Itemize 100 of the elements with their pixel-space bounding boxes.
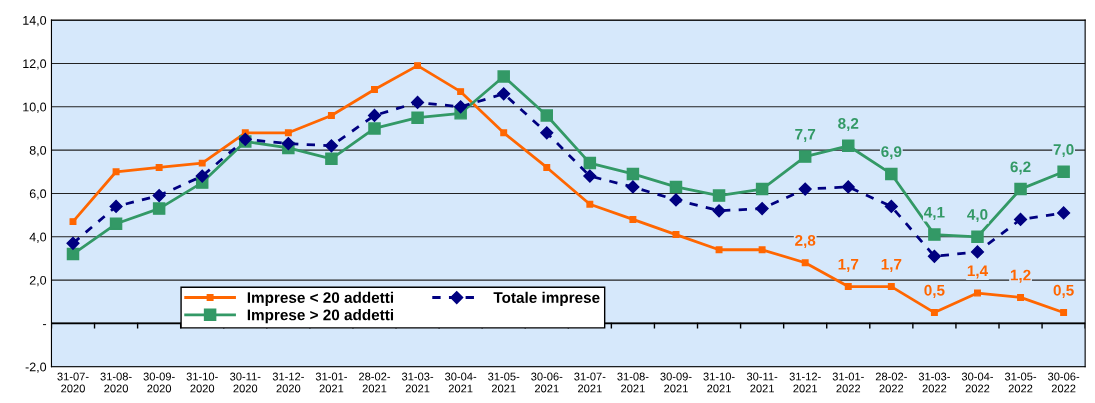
point	[497, 70, 510, 83]
x-tick-label: 28-02- 2021	[358, 372, 391, 393]
point	[629, 215, 637, 223]
point	[583, 156, 597, 170]
point	[844, 283, 852, 291]
x-tick-label: 30-04- 2022	[961, 372, 994, 393]
data-label: 6,9	[881, 146, 902, 160]
x-tick-label: 31-07- 2020	[57, 372, 89, 393]
x-tick-label: 31-05- 2022	[1004, 372, 1037, 393]
x-tick-label: 31-08- 2021	[617, 372, 649, 393]
x-tick-label: 31-03- 2022	[918, 372, 950, 393]
x-tick-label: 30-04- 2021	[445, 372, 477, 393]
x-tick-label: 31-08- 2020	[100, 372, 132, 393]
point	[801, 259, 809, 267]
y-tick-label: 2,0	[29, 275, 47, 287]
legend-label: Imprese < 20 addetti	[247, 291, 394, 307]
point	[411, 111, 424, 124]
point	[109, 199, 123, 214]
point	[152, 189, 166, 203]
point	[281, 137, 295, 151]
data-label: 1,2	[1010, 269, 1031, 283]
y-tick-label: 10,0	[23, 102, 47, 113]
point	[540, 109, 554, 122]
point	[371, 85, 378, 93]
x-tick-label: 31-12- 2020	[272, 372, 304, 393]
x-tick-label: 30-09- 2021	[660, 372, 692, 393]
data-label: 7,7	[795, 129, 816, 142]
point	[152, 202, 166, 215]
point	[712, 189, 726, 202]
point	[970, 245, 985, 259]
point	[887, 283, 895, 291]
point	[1013, 212, 1028, 227]
x-tick-label: 31-01- 2021	[315, 372, 347, 393]
point	[884, 199, 898, 214]
point	[284, 129, 292, 137]
data-label: 2,8	[795, 235, 816, 249]
data-label: 4,0	[967, 209, 988, 223]
point	[755, 182, 769, 196]
point	[500, 129, 508, 137]
point	[195, 169, 209, 183]
point	[410, 95, 425, 110]
point	[930, 309, 938, 317]
point	[626, 180, 640, 194]
y-tick-label: 6,0	[29, 189, 47, 200]
point	[626, 167, 640, 181]
data-label: 6,2	[1010, 161, 1031, 175]
y-tick-label: -2,0	[25, 362, 47, 373]
point	[543, 163, 551, 171]
x-tick-label: 30-11- 2021	[746, 372, 778, 393]
point	[414, 62, 422, 70]
x-tick-label: 31-12- 2021	[789, 372, 821, 393]
point	[927, 249, 941, 263]
point	[367, 108, 382, 123]
point	[928, 228, 941, 241]
point	[758, 246, 766, 254]
point	[109, 217, 123, 231]
x-tick-label: 31-05- 2021	[488, 372, 520, 393]
point	[324, 139, 339, 153]
data-label: 7,0	[1053, 144, 1074, 158]
x-tick-label: 31-01- 2022	[832, 372, 864, 393]
point	[454, 100, 468, 114]
point	[66, 247, 80, 261]
point	[798, 182, 812, 196]
data-label: 0,5	[924, 284, 945, 298]
x-tick-label: 31-03- 2021	[401, 372, 434, 393]
point	[1014, 182, 1027, 196]
data-label: 1,7	[838, 259, 859, 272]
x-tick-label: 31-07- 2021	[574, 372, 606, 393]
point	[973, 289, 981, 297]
point	[368, 122, 381, 135]
point	[1060, 309, 1068, 317]
data-label: 4,1	[924, 207, 945, 220]
data-label: 1,7	[881, 259, 902, 272]
y-tick-label: 12,0	[23, 59, 47, 70]
point	[66, 236, 80, 250]
legend-label: Imprese > 20 addetti	[247, 309, 394, 324]
data-label: 8,2	[838, 118, 859, 132]
point	[715, 246, 723, 254]
x-tick-label: 31-10- 2020	[186, 372, 218, 393]
point	[798, 150, 812, 163]
x-tick-label: 30-06- 2021	[531, 372, 563, 393]
legend-label: Totale imprese	[493, 291, 600, 307]
point	[540, 126, 554, 140]
point	[672, 231, 680, 239]
x-tick-label: 30-09- 2020	[143, 372, 175, 393]
point	[842, 139, 855, 153]
point	[669, 180, 683, 194]
y-tick-label: 4,0	[29, 232, 47, 243]
data-label: 0,5	[1053, 284, 1074, 298]
point	[841, 180, 855, 194]
point	[885, 167, 898, 181]
point	[325, 152, 338, 166]
x-tick-label: 30-11- 2020	[230, 372, 261, 393]
point	[69, 218, 77, 226]
x-tick-label: 28-02- 2022	[875, 372, 907, 393]
y-tick-label: -	[43, 324, 47, 326]
point	[155, 163, 163, 171]
point	[327, 111, 335, 119]
point	[1057, 206, 1071, 220]
point	[1017, 293, 1025, 301]
